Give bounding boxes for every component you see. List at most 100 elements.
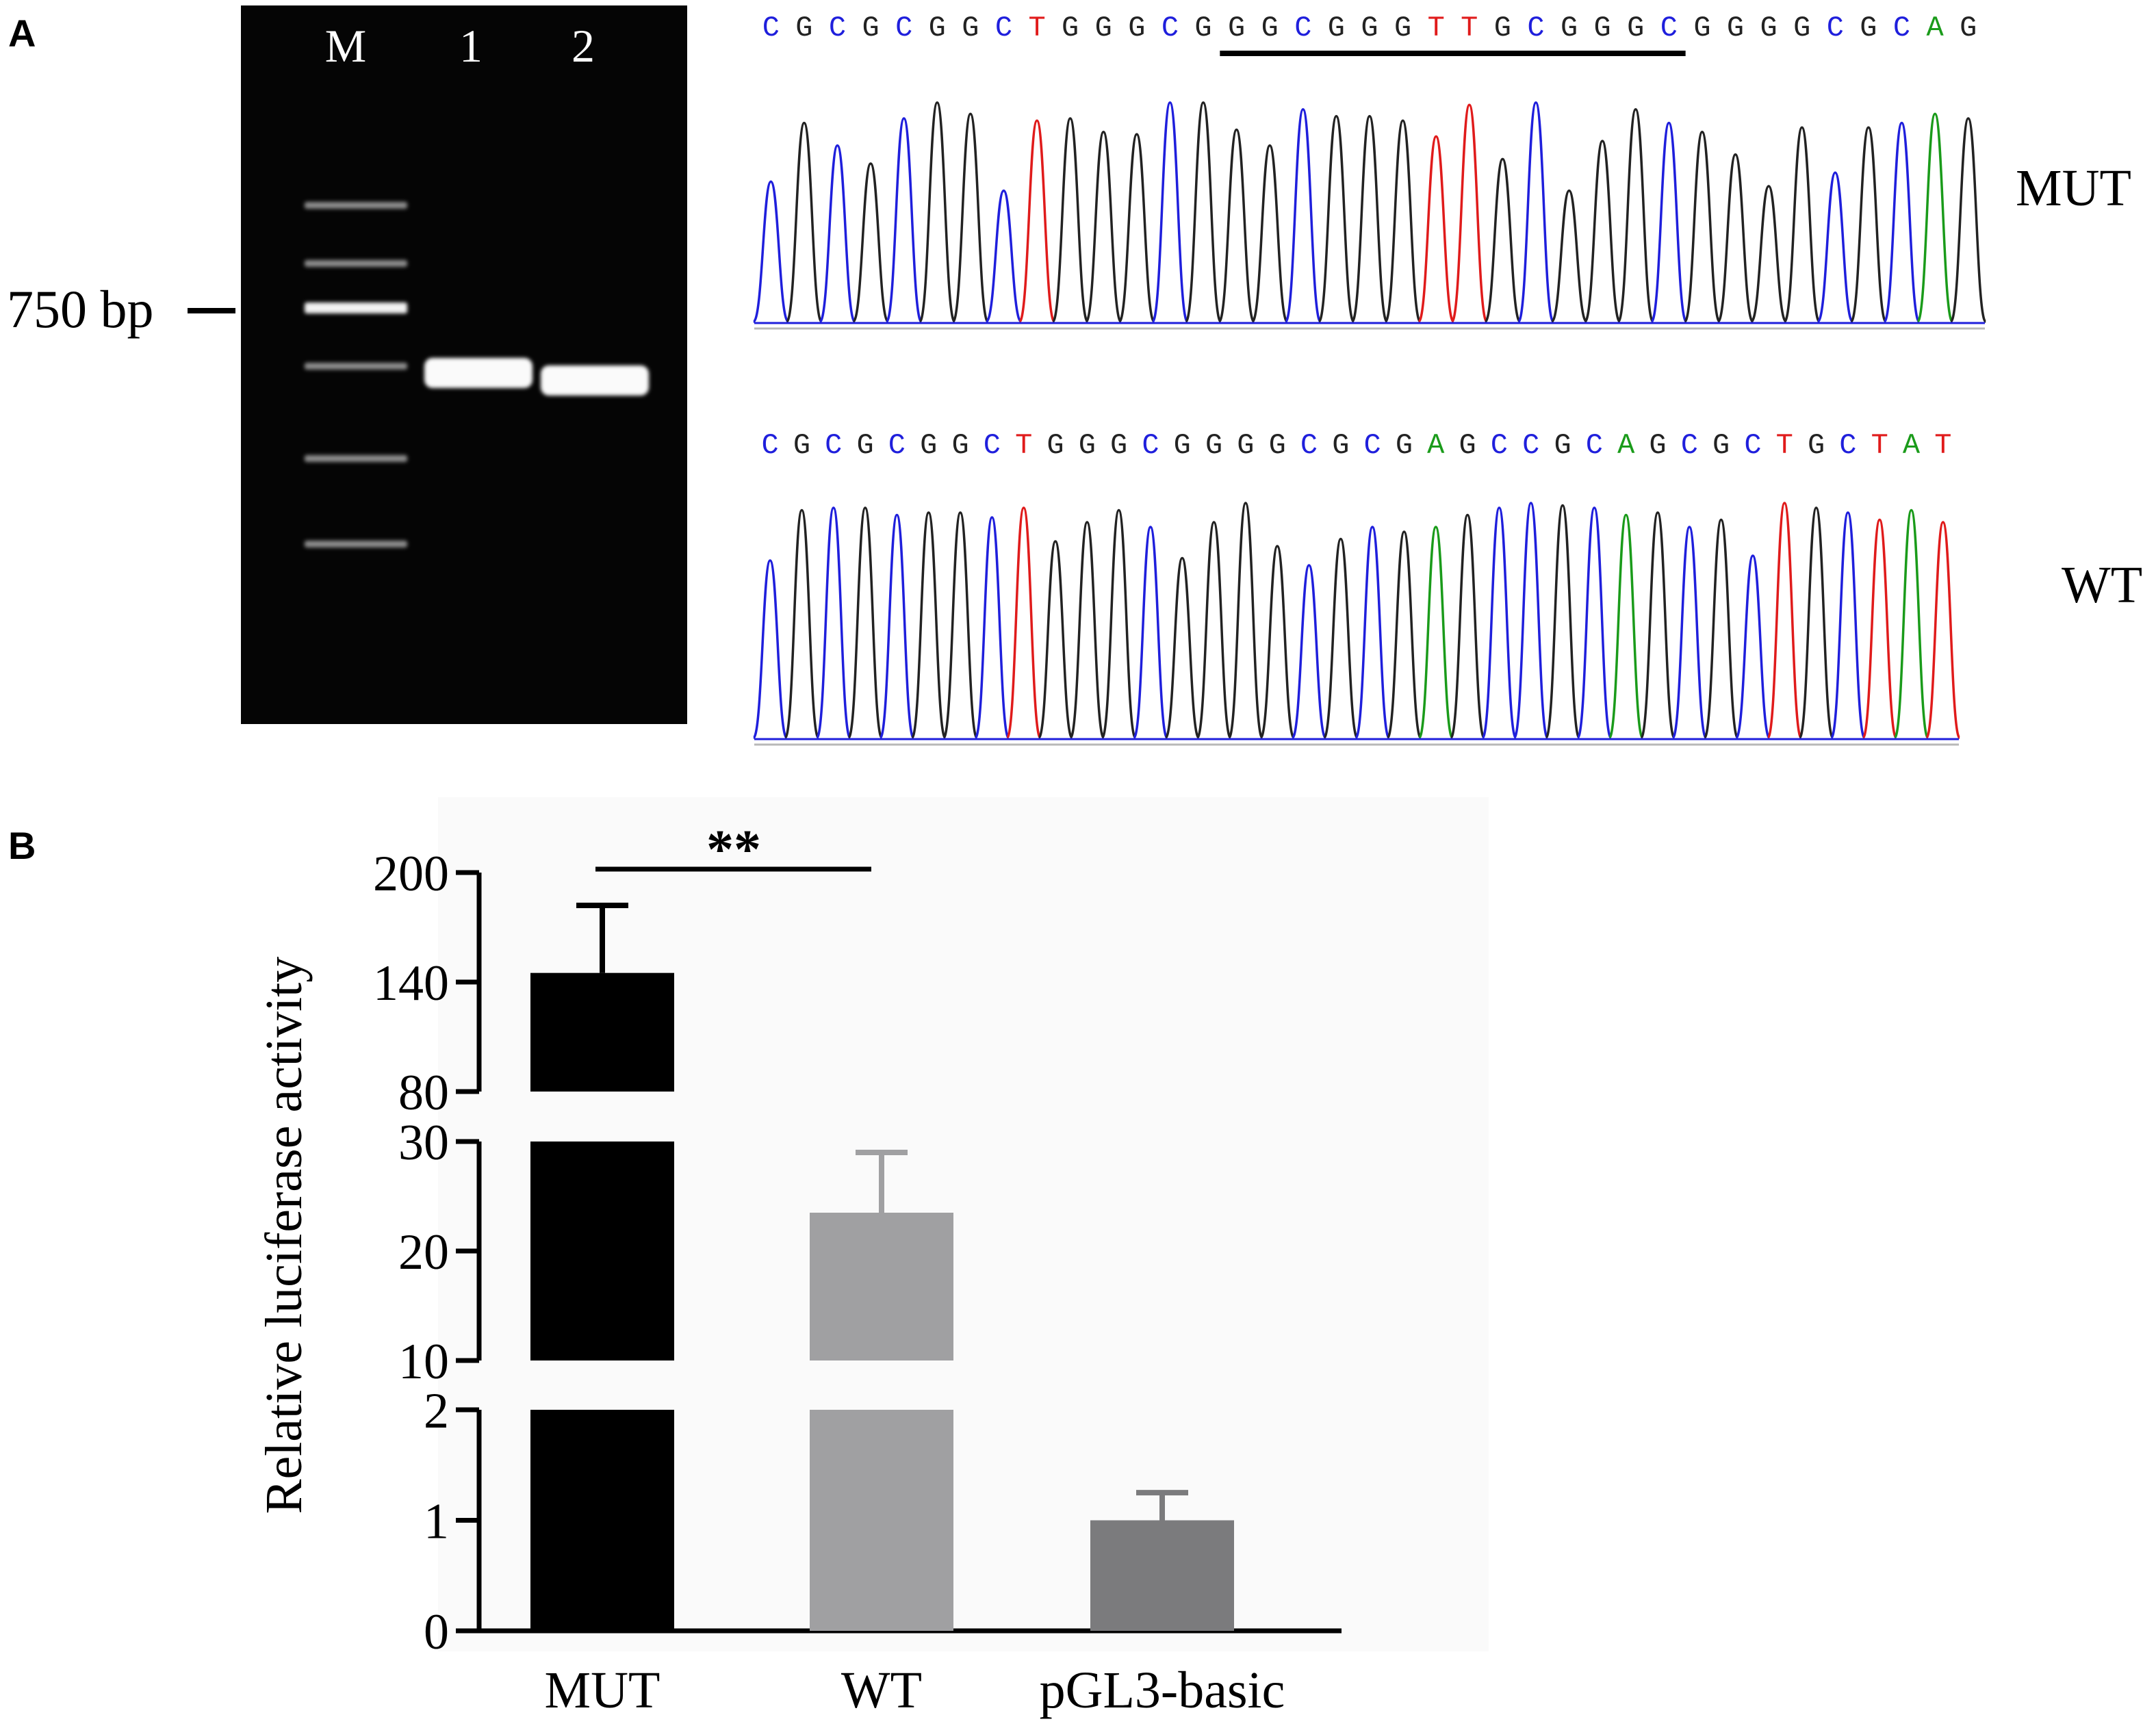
trace-peak bbox=[1417, 135, 1455, 323]
sequence-base: C bbox=[1162, 12, 1179, 44]
trace-peak bbox=[752, 180, 790, 323]
trace-peak bbox=[1545, 504, 1581, 739]
sequence-base: G bbox=[1228, 12, 1245, 44]
trace-peak bbox=[752, 559, 788, 739]
sequence-base: G bbox=[920, 429, 937, 462]
sequence-base: G bbox=[1194, 12, 1211, 44]
sequence-base: G bbox=[862, 12, 879, 44]
y-tick-label: 1 bbox=[424, 1494, 449, 1550]
sequence-base: G bbox=[1128, 12, 1145, 44]
trace-peak bbox=[1184, 101, 1222, 323]
sequence-base: C bbox=[888, 429, 906, 462]
significance-annotation: ** bbox=[595, 820, 871, 880]
trace-peak bbox=[1151, 101, 1189, 323]
trace-peak bbox=[1517, 101, 1555, 323]
y-axis-title: Relative luciferase activity bbox=[255, 957, 313, 1514]
sequence-base: G bbox=[793, 429, 810, 462]
sequence-base: G bbox=[1760, 12, 1778, 44]
trace-peak bbox=[1218, 128, 1255, 323]
sequence-base: G bbox=[1174, 429, 1191, 462]
sequence-base: A bbox=[1427, 429, 1445, 462]
trace-peak bbox=[1683, 131, 1721, 323]
trace-peak bbox=[1259, 545, 1296, 739]
sequence-base: C bbox=[1522, 429, 1539, 462]
trace-peak bbox=[1132, 526, 1168, 739]
y-tick-label: 80 bbox=[398, 1065, 449, 1121]
sequence-base: G bbox=[951, 429, 968, 462]
sequence-base: G bbox=[1079, 429, 1096, 462]
bar-mut bbox=[530, 1410, 674, 1631]
sequence-base: A bbox=[1926, 12, 1944, 44]
sequence-base: G bbox=[1459, 429, 1476, 462]
trace-peak bbox=[1417, 526, 1454, 739]
ladder-band bbox=[305, 202, 407, 209]
bar-wt bbox=[810, 1213, 953, 1361]
sequence-base: A bbox=[1903, 429, 1921, 462]
y-tick-label: 140 bbox=[373, 955, 449, 1011]
y-tick-label: 200 bbox=[373, 846, 449, 902]
trace-peak bbox=[919, 101, 956, 323]
luciferase-bar-chart: Relative luciferase activity 0 1 210 20 3080… bbox=[255, 797, 1489, 1719]
sequence-base: C bbox=[762, 429, 779, 462]
trace-peak bbox=[1037, 540, 1074, 739]
trace-peak bbox=[1893, 508, 1929, 739]
chart-bars bbox=[530, 903, 1234, 1631]
y-tick-label: 2 bbox=[424, 1383, 449, 1439]
sequence-base: C bbox=[995, 12, 1012, 44]
sequence-base: G bbox=[1394, 12, 1411, 44]
trace-peak bbox=[1018, 119, 1056, 323]
panel-b-label: B bbox=[8, 824, 36, 867]
trace-peak bbox=[1883, 121, 1921, 323]
trace-peak bbox=[1450, 103, 1489, 323]
y-tick-label: 30 bbox=[398, 1115, 449, 1171]
trace-peak bbox=[1583, 140, 1621, 323]
y-tick-label: 0 bbox=[424, 1604, 449, 1660]
sequence-base: G bbox=[1396, 429, 1413, 462]
chromatogram-wt: C G C G C G G C T G G G C G G G G C G C G A G C C G C A G C G C T G C T A TWT bbox=[752, 429, 2142, 746]
bar-pgl3-basic bbox=[1090, 1520, 1234, 1631]
trace-peak bbox=[1671, 526, 1708, 739]
sequencing-chromatograms: C G C G C G G C T G G G C G G G C G G G T T G C G G G C G G G G C G C A GMUT… bbox=[752, 12, 2142, 746]
trace-peak bbox=[885, 117, 923, 323]
sequence-base: T bbox=[1871, 429, 1888, 462]
sequence-base: C bbox=[1364, 429, 1381, 462]
trace-peak bbox=[951, 112, 990, 323]
trace-peak bbox=[1227, 502, 1263, 739]
sequence-base: G bbox=[1261, 12, 1279, 44]
ladder-band bbox=[305, 455, 407, 462]
trace-peak bbox=[1576, 506, 1613, 739]
x-tick-label: WT bbox=[841, 1662, 922, 1719]
sequence-base: G bbox=[1095, 12, 1112, 44]
y-tick-label: 20 bbox=[398, 1224, 449, 1280]
trace-peak bbox=[1639, 511, 1676, 739]
gel-lane-label-m: M bbox=[325, 20, 366, 72]
trace-peak bbox=[1386, 530, 1422, 739]
ladder-band bbox=[305, 363, 407, 370]
trace-peak bbox=[1051, 117, 1089, 323]
gel-lane-label-1: 1 bbox=[459, 20, 483, 72]
trace-peak bbox=[1164, 556, 1201, 739]
sequence-base: A bbox=[1617, 429, 1635, 462]
sequence-base: C bbox=[1142, 429, 1159, 462]
trace-peak bbox=[1484, 157, 1522, 323]
trace-peak bbox=[1355, 526, 1391, 739]
sequence-base: G bbox=[1361, 12, 1378, 44]
x-tick-label: MUT bbox=[545, 1662, 660, 1719]
trace-peak bbox=[1849, 126, 1888, 323]
panel-a-label: A bbox=[8, 12, 36, 55]
trace-peak bbox=[1101, 508, 1137, 739]
trace-peak bbox=[1069, 521, 1105, 739]
trace-peak bbox=[1196, 521, 1232, 739]
sequence-base: C bbox=[762, 12, 780, 44]
gel-image: M 1 2 750 bp bbox=[7, 5, 687, 724]
trace-peak bbox=[1513, 502, 1549, 739]
sequence-base: C bbox=[1744, 429, 1761, 462]
sequence-base: G bbox=[1494, 12, 1511, 44]
sequence-base: G bbox=[1062, 12, 1079, 44]
sequence-base: G bbox=[1205, 429, 1222, 462]
ladder-band bbox=[305, 260, 407, 267]
bar-wt bbox=[810, 1410, 953, 1631]
trace-peak bbox=[1481, 506, 1517, 739]
